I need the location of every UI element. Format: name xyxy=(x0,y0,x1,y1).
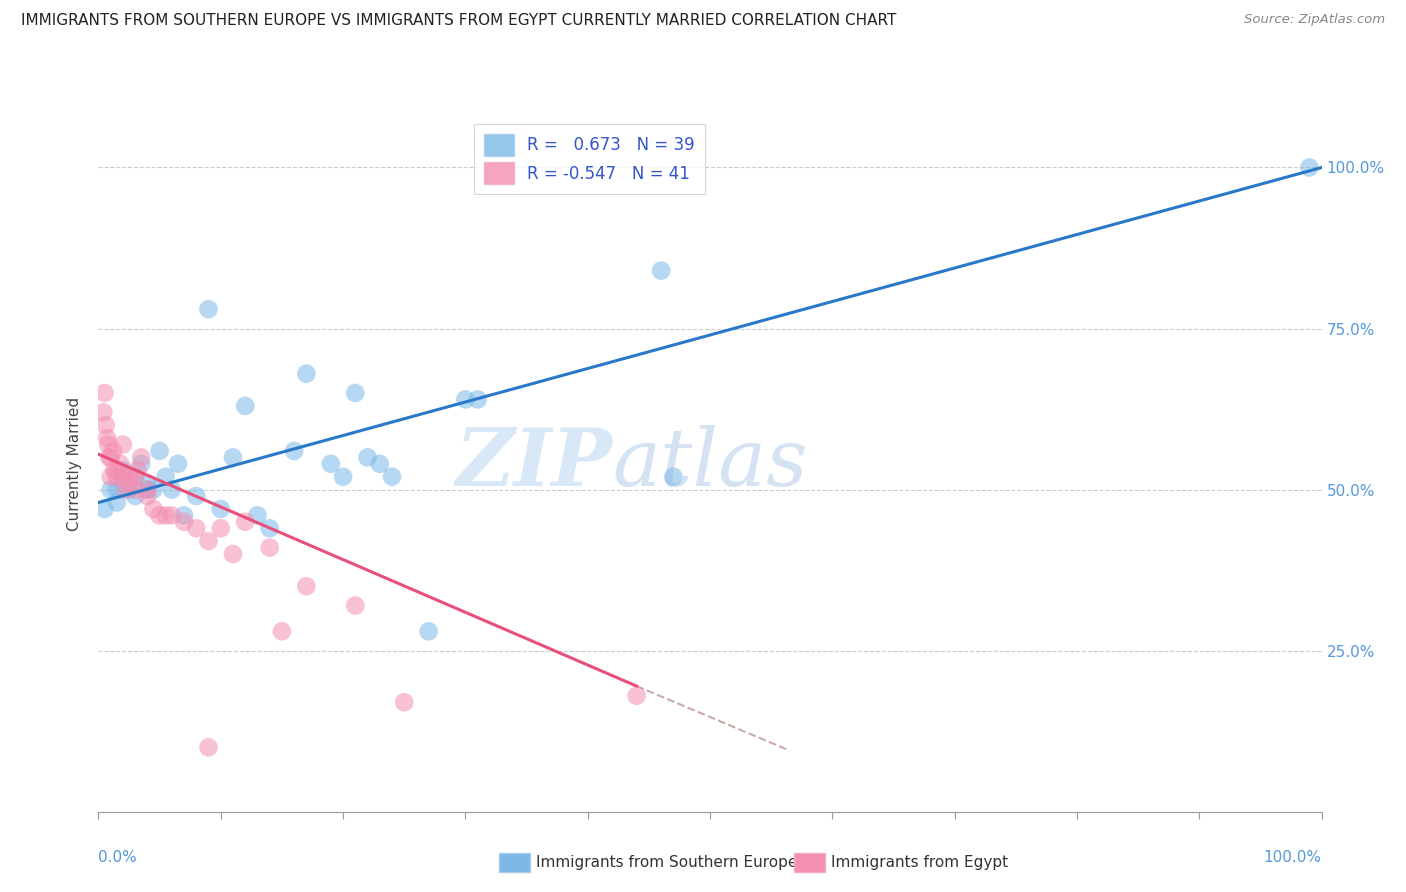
Point xyxy=(173,515,195,529)
Point xyxy=(233,515,256,529)
Point xyxy=(381,469,404,483)
Point xyxy=(197,302,219,317)
Point xyxy=(94,418,117,433)
Text: 0.0%: 0.0% xyxy=(98,850,138,865)
Point xyxy=(127,463,149,477)
Point xyxy=(96,431,118,445)
Point xyxy=(173,508,195,523)
Point xyxy=(136,483,159,497)
Point xyxy=(418,624,440,639)
Point xyxy=(105,495,128,509)
Point xyxy=(124,469,146,483)
Point xyxy=(392,695,416,709)
Point xyxy=(155,508,177,523)
Point xyxy=(97,437,120,451)
Point xyxy=(105,469,128,483)
Point xyxy=(111,437,134,451)
Point xyxy=(118,469,141,483)
Point xyxy=(186,521,208,535)
Point xyxy=(295,367,318,381)
Point xyxy=(295,579,318,593)
Point xyxy=(344,599,367,613)
Point xyxy=(93,502,115,516)
Point xyxy=(356,450,378,465)
Point xyxy=(467,392,489,407)
Point xyxy=(105,483,128,497)
Point xyxy=(101,444,124,458)
Point xyxy=(149,508,172,523)
Point xyxy=(114,483,136,497)
Point xyxy=(246,508,269,523)
Point xyxy=(136,476,159,491)
Point xyxy=(209,521,232,535)
Point xyxy=(209,502,232,516)
Point xyxy=(100,483,122,497)
Text: IMMIGRANTS FROM SOUTHERN EUROPE VS IMMIGRANTS FROM EGYPT CURRENTLY MARRIED CORRE: IMMIGRANTS FROM SOUTHERN EUROPE VS IMMIG… xyxy=(21,13,897,29)
Point xyxy=(111,469,134,483)
Point xyxy=(129,450,152,465)
Text: ZIP: ZIP xyxy=(456,425,612,502)
Point xyxy=(142,483,165,497)
Text: atlas: atlas xyxy=(612,425,807,502)
Point xyxy=(136,483,159,497)
Y-axis label: Currently Married: Currently Married xyxy=(67,397,83,531)
Point xyxy=(129,457,152,471)
Point xyxy=(124,469,146,483)
Point xyxy=(233,399,256,413)
Point xyxy=(662,469,685,483)
Point xyxy=(1298,161,1320,175)
Point xyxy=(222,450,245,465)
Point xyxy=(332,469,354,483)
Point xyxy=(111,463,134,477)
Point xyxy=(319,457,342,471)
Text: Source: ZipAtlas.com: Source: ZipAtlas.com xyxy=(1244,13,1385,27)
Point xyxy=(155,469,177,483)
Point xyxy=(93,386,115,401)
Point xyxy=(149,444,172,458)
Point xyxy=(142,502,165,516)
Point xyxy=(118,476,141,491)
Point xyxy=(197,534,219,549)
Point xyxy=(222,547,245,561)
Legend: R =   0.673   N = 39, R = -0.547   N = 41: R = 0.673 N = 39, R = -0.547 N = 41 xyxy=(474,124,704,194)
Point xyxy=(259,541,281,555)
Point xyxy=(124,489,146,503)
Point xyxy=(111,476,134,491)
Point xyxy=(368,457,391,471)
Point xyxy=(344,386,367,401)
Point xyxy=(259,521,281,535)
Text: Immigrants from Southern Europe: Immigrants from Southern Europe xyxy=(536,855,797,870)
Point xyxy=(283,444,305,458)
Point xyxy=(91,405,114,419)
Point xyxy=(160,483,183,497)
Point xyxy=(105,463,128,477)
Point xyxy=(626,689,648,703)
Point xyxy=(110,457,132,471)
Point xyxy=(100,469,122,483)
Point xyxy=(98,450,121,465)
Point xyxy=(270,624,294,639)
Point xyxy=(100,450,122,465)
Point xyxy=(118,483,141,497)
Point xyxy=(167,457,190,471)
Point xyxy=(650,263,672,277)
Point xyxy=(103,463,125,477)
Text: Immigrants from Egypt: Immigrants from Egypt xyxy=(831,855,1008,870)
Point xyxy=(186,489,208,503)
Text: 100.0%: 100.0% xyxy=(1264,850,1322,865)
Point xyxy=(124,483,146,497)
Point xyxy=(136,489,159,503)
Point xyxy=(160,508,183,523)
Point xyxy=(197,740,219,755)
Point xyxy=(454,392,477,407)
